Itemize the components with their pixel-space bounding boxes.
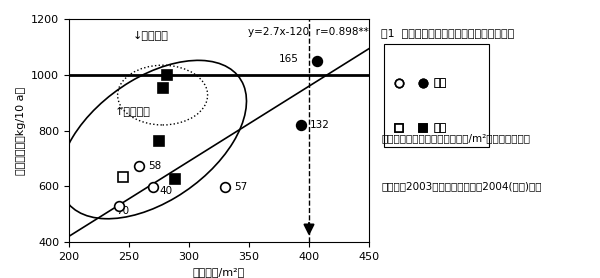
X-axis label: 穂数（本/m²）: 穂数（本/m²） [193, 267, 245, 277]
Text: 図1  飼料イネの穂数と乾物実収量との関係: 図1 飼料イネの穂数と乾物実収量との関係 [381, 28, 514, 38]
Text: 132: 132 [310, 120, 330, 130]
Text: 40: 40 [159, 186, 172, 196]
Text: 移植: 移植 [434, 123, 447, 133]
Text: y=2.7x-120  r=0.898**: y=2.7x-120 r=0.898** [248, 27, 368, 37]
Text: 57: 57 [235, 182, 248, 192]
Text: ↓堆聒施用: ↓堆聒施用 [133, 31, 169, 41]
Text: 165: 165 [279, 54, 299, 64]
Text: ↑ダイズ跡: ↑ダイズ跡 [115, 107, 151, 117]
Y-axis label: 乾物実収量（kg/10 a）: 乾物実収量（kg/10 a） [16, 87, 26, 175]
Text: きは2003（低温）年、黒は2004(高温)年。: きは2003（低温）年、黒は2004(高温)年。 [381, 181, 542, 191]
Text: 70: 70 [116, 206, 129, 216]
Text: 58: 58 [148, 161, 161, 171]
Text: 直播: 直播 [434, 78, 447, 88]
Text: 注）図中の数字は苗立ち数（本/m²）、記号の白抜: 注）図中の数字は苗立ち数（本/m²）、記号の白抜 [381, 133, 530, 143]
Text: 直播: 直播 [434, 78, 447, 88]
Text: 移植: 移植 [434, 123, 447, 133]
FancyBboxPatch shape [384, 44, 489, 147]
